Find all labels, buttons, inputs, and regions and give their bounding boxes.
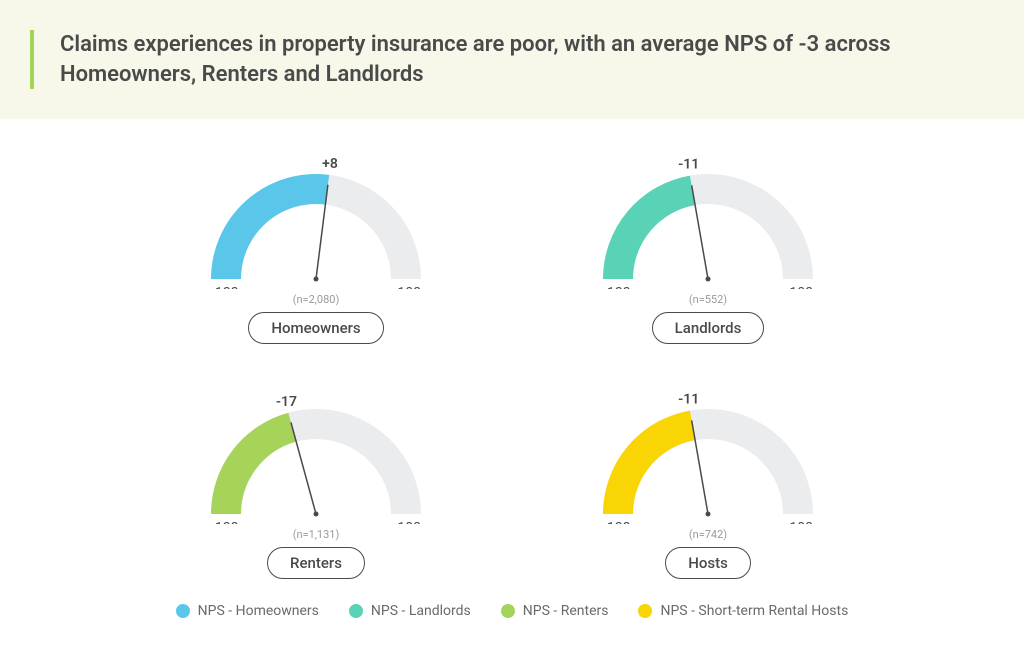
- legend-swatch: [501, 604, 515, 618]
- gauge-max-label: +100: [781, 520, 813, 524]
- gauge-svg-renters: -17 -100 +100: [186, 374, 446, 524]
- gauge-value-label: -11: [678, 392, 699, 408]
- legend-label: NPS - Renters: [523, 603, 609, 619]
- gauge-fill: [618, 426, 693, 515]
- legend-item: NPS - Landlords: [349, 603, 471, 619]
- gauge-homeowners: +8 -100 +100 (n=2,080) Homeowners: [166, 139, 466, 344]
- gauge-min-label: -100: [603, 285, 631, 289]
- gauge-hosts: -11 -100 +100 (n=742) Hosts: [558, 374, 858, 579]
- legend-label: NPS - Homeowners: [198, 603, 319, 619]
- legend-item: NPS - Homeowners: [176, 603, 319, 619]
- gauge-svg-homeowners: +8 -100 +100: [186, 139, 446, 289]
- gauge-min-label: -100: [211, 285, 239, 289]
- page-title: Claims experiences in property insurance…: [0, 30, 1020, 89]
- gauge-category-pill: Hosts: [665, 547, 751, 579]
- gauge-needle-pivot: [314, 512, 319, 517]
- gauge-category-pill: Landlords: [652, 312, 765, 344]
- gauge-fill: [618, 191, 693, 280]
- legend-swatch: [638, 604, 652, 618]
- gauge-value-label: +8: [322, 156, 338, 172]
- legend-label: NPS - Landlords: [371, 603, 471, 619]
- legend-swatch: [176, 604, 190, 618]
- gauge-needle-pivot: [706, 277, 711, 282]
- gauge-sample-size: (n=2,080): [293, 293, 340, 306]
- gauge-value-label: -11: [678, 157, 699, 173]
- header-band: Claims experiences in property insurance…: [0, 0, 1024, 119]
- legend-label: NPS - Short-term Rental Hosts: [660, 603, 848, 619]
- gauge-value-label: -17: [276, 394, 297, 410]
- gauge-min-label: -100: [211, 520, 239, 524]
- gauge-needle-pivot: [706, 512, 711, 517]
- gauge-fill: [226, 428, 292, 515]
- gauge-needle-pivot: [314, 277, 319, 282]
- legend-item: NPS - Short-term Rental Hosts: [638, 603, 848, 619]
- gauge-max-label: +100: [389, 285, 421, 289]
- gauge-landlords: -11 -100 +100 (n=552) Landlords: [558, 139, 858, 344]
- gauge-max-label: +100: [781, 285, 813, 289]
- gauge-min-label: -100: [603, 520, 631, 524]
- gauge-svg-hosts: -11 -100 +100: [578, 374, 838, 524]
- header-accent-bar: [30, 30, 34, 89]
- gauge-category-pill: Homeowners: [248, 312, 383, 344]
- gauge-category-pill: Renters: [267, 547, 365, 579]
- gauge-grid: +8 -100 +100 (n=2,080) Homeowners -11 -1…: [0, 119, 1024, 589]
- gauge-fill: [226, 189, 327, 279]
- gauge-svg-landlords: -11 -100 +100: [578, 139, 838, 289]
- legend: NPS - Homeowners NPS - Landlords NPS - R…: [0, 589, 1024, 629]
- legend-swatch: [349, 604, 363, 618]
- gauge-sample-size: (n=742): [689, 528, 727, 541]
- legend-item: NPS - Renters: [501, 603, 609, 619]
- gauge-max-label: +100: [389, 520, 421, 524]
- gauge-sample-size: (n=1,131): [293, 528, 340, 541]
- gauge-sample-size: (n=552): [689, 293, 727, 306]
- gauge-renters: -17 -100 +100 (n=1,131) Renters: [166, 374, 466, 579]
